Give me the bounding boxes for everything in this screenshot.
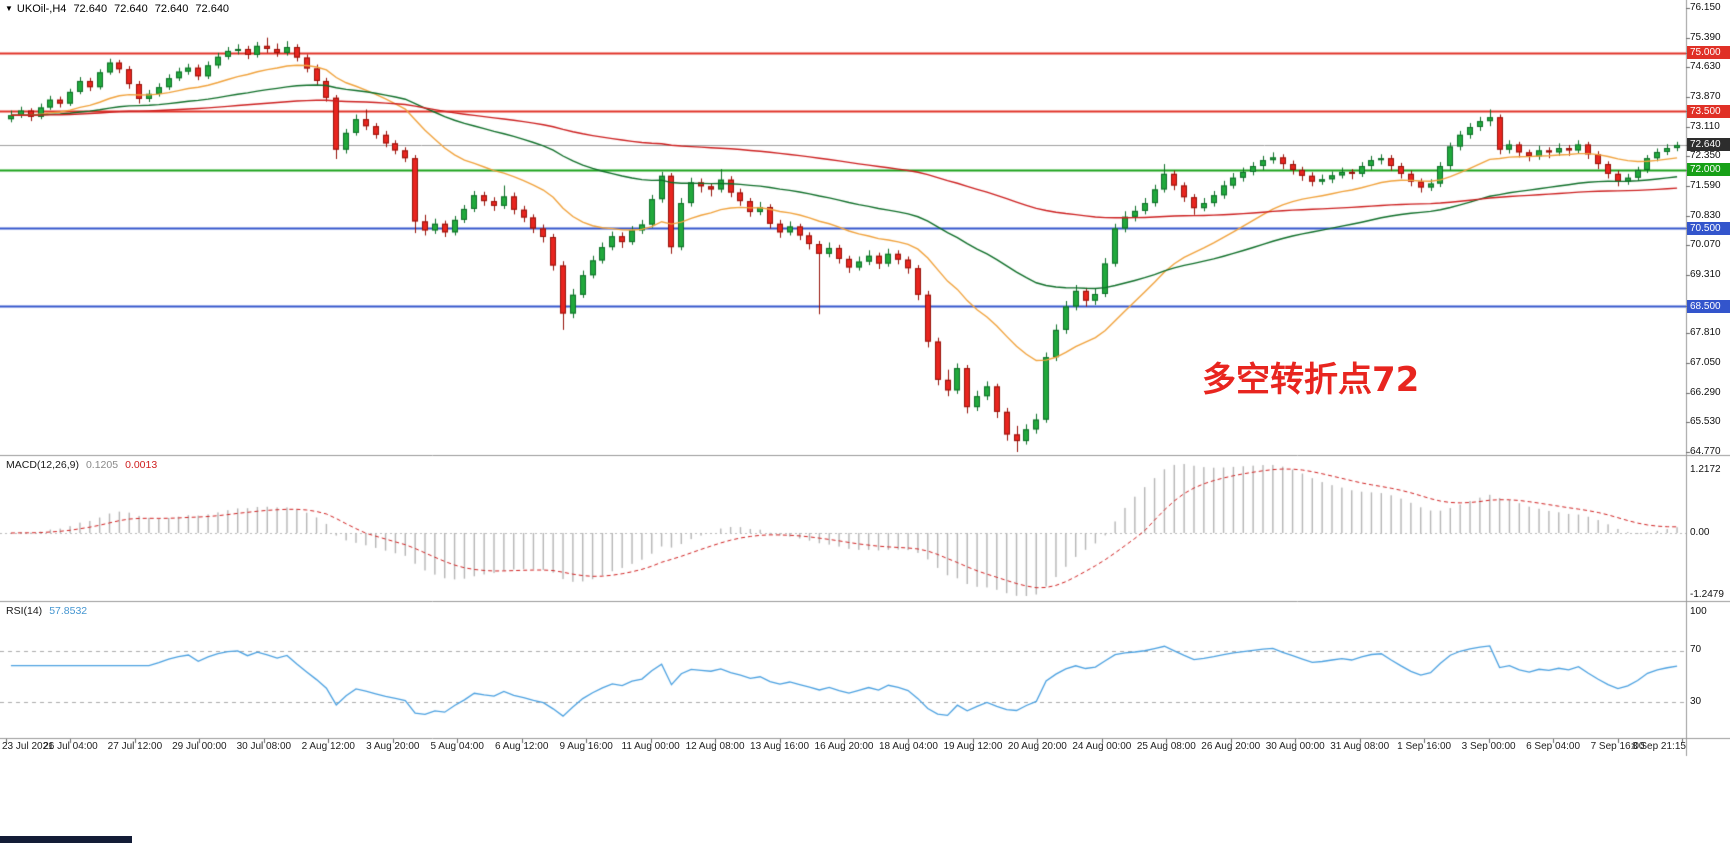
macd-signal-value: 0.0013	[125, 459, 158, 471]
price-badge: 73.500	[1687, 104, 1730, 118]
price-axis-label: 69.310	[1690, 268, 1721, 280]
ohlc-close: 72.640	[195, 3, 230, 15]
time-axis-label: 12 Aug 08:00	[685, 741, 745, 752]
time-axis-label: 1 Sep 16:00	[1397, 741, 1452, 752]
price-axis-label: 75.390	[1690, 31, 1721, 43]
time-axis-label: 20 Aug 20:00	[1007, 741, 1067, 752]
taskbar-fragment	[0, 836, 132, 843]
price-badge: 68.500	[1687, 299, 1730, 313]
price-axis-label: 70.830	[1690, 209, 1721, 221]
rsi-label-row: RSI(14) 57.8532	[6, 605, 87, 617]
time-axis-label: 29 Jul 00:00	[172, 741, 227, 752]
price-badge: 72.640	[1687, 138, 1730, 152]
price-axis-label: 70.070	[1690, 239, 1721, 251]
time-axis-label: 26 Aug 20:00	[1201, 741, 1261, 752]
time-axis-label: 3 Aug 20:00	[366, 741, 420, 752]
price-axis-label: 67.050	[1690, 357, 1721, 369]
price-axis-label: 72.350	[1690, 150, 1721, 162]
macd-axis-label: 1.2172	[1690, 464, 1721, 475]
macd-main-value: 0.1205	[85, 459, 119, 471]
price-axis-label: 76.150	[1690, 2, 1721, 13]
time-axis-label: 6 Aug 12:00	[494, 741, 549, 752]
time-axis-label: 27 Jul 12:00	[107, 741, 163, 752]
time-axis-label: 24 Aug 00:00	[1072, 741, 1132, 752]
time-axis-label: 23 Jul 2021	[2, 741, 54, 752]
macd-axis-label: -1.2479	[1690, 589, 1724, 600]
price-badge: 75.000	[1687, 46, 1730, 60]
chart-annotation-text: 多空转折点72	[1202, 360, 1420, 400]
time-axis-label: 26 Jul 04:00	[43, 741, 98, 752]
price-badge: 70.500	[1687, 221, 1730, 235]
macd-label-row: MACD(12,26,9) 0.1205 0.0013	[6, 459, 157, 471]
time-axis-label: 31 Aug 08:00	[1330, 741, 1390, 752]
rsi-axis-label: 70	[1690, 644, 1702, 655]
symbol-title: UKOil-,H4	[16, 3, 67, 15]
price-axis-label: 73.870	[1690, 90, 1721, 102]
rsi-axis-label: 100	[1690, 606, 1707, 617]
symbol-ohlc-bar: ▼ UKOil-,H4 72.640 72.640 72.640 72.640	[5, 3, 229, 15]
price-axis-label: 65.530	[1690, 416, 1721, 428]
time-axis-label: 9 Aug 16:00	[559, 741, 613, 752]
time-axis-label: 18 Aug 04:00	[878, 741, 938, 752]
ohlc-open: 72.640	[73, 3, 108, 15]
collapse-arrow-icon[interactable]: ▼	[5, 4, 13, 13]
rsi-label: RSI(14)	[6, 605, 43, 617]
macd-axis-label: 0.00	[1690, 527, 1710, 538]
time-axis-label: 5 Aug 04:00	[430, 741, 484, 752]
rsi-axis-label: 30	[1690, 696, 1702, 707]
price-axis-label: 71.590	[1690, 179, 1721, 191]
time-axis-label: 3 Sep 00:00	[1461, 741, 1516, 752]
price-axis-label: 64.770	[1690, 446, 1721, 457]
time-axis-label: 7 Sep 16:00	[1590, 741, 1645, 752]
price-axis-label: 67.810	[1690, 327, 1721, 339]
time-axis-label: 2 Aug 12:00	[301, 741, 355, 752]
ohlc-low: 72.640	[154, 3, 189, 15]
time-axis-label: 30 Aug 00:00	[1265, 741, 1325, 752]
time-axis-label: 11 Aug 00:00	[621, 741, 680, 752]
time-axis-label: 19 Aug 12:00	[943, 741, 1003, 752]
time-axis-label: 13 Aug 16:00	[750, 741, 810, 752]
time-axis-label: 30 Jul 08:00	[236, 741, 292, 752]
time-axis-label: 16 Aug 20:00	[814, 741, 874, 752]
time-axis-label: 25 Aug 08:00	[1136, 741, 1196, 752]
price-axis-label: 74.630	[1690, 61, 1721, 73]
time-axis-label: 6 Sep 04:00	[1526, 741, 1581, 752]
rsi-value: 57.8532	[49, 605, 88, 617]
price-axis-label: 73.110	[1690, 120, 1720, 132]
ohlc-high: 72.640	[114, 3, 148, 15]
time-axis-label: 8 Sep 21:15	[1632, 741, 1686, 752]
price-axis-label: 66.290	[1690, 386, 1721, 398]
macd-label: MACD(12,26,9)	[6, 459, 79, 471]
price-badge: 72.000	[1687, 163, 1730, 177]
